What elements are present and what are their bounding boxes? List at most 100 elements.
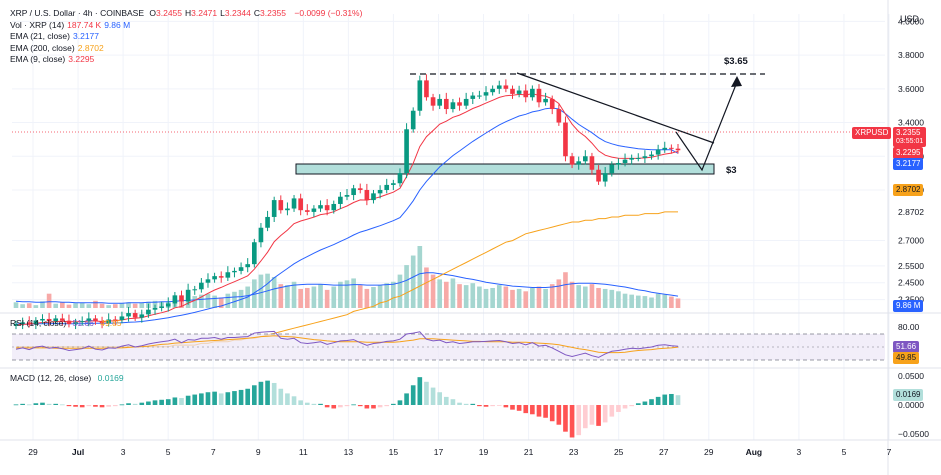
macd-bar <box>53 403 59 405</box>
price-badge: 3.2355 03:55:01 <box>893 127 927 147</box>
macd-bar <box>510 405 515 410</box>
macd-bar <box>73 405 78 407</box>
indicator-row: EMA (200, close) 2.8702 <box>10 43 365 55</box>
candlesticks <box>13 74 681 330</box>
time-tick: 7 <box>211 447 216 457</box>
candle-body <box>642 156 648 158</box>
macd-bar <box>629 405 634 407</box>
volume-bar <box>73 303 78 308</box>
macd-bar <box>463 403 469 405</box>
volume-bar <box>33 305 39 308</box>
volume-bar <box>318 284 323 308</box>
legend-symbol-row: XRP / U.S. Dollar · 4h · COINBASE O3.245… <box>10 8 365 20</box>
macd-bar <box>179 398 184 405</box>
volume-bar <box>516 288 522 308</box>
volume-bar <box>258 274 264 308</box>
macd-bar <box>40 402 45 405</box>
macd-bar <box>112 405 118 407</box>
volume-bar <box>205 293 211 308</box>
chart-legend: XRP / U.S. Dollar · 4h · COINBASE O3.245… <box>10 8 365 66</box>
candle-body <box>569 156 575 165</box>
candle-body <box>159 306 164 308</box>
candle-body <box>132 313 138 318</box>
volume-bar <box>60 302 65 308</box>
time-tick: 23 <box>569 447 579 457</box>
indicator-value: 3.2177 <box>73 31 99 42</box>
macd-bar <box>384 405 390 407</box>
candle-body <box>205 279 211 283</box>
candle-body <box>523 90 529 98</box>
chart-grid <box>12 14 890 440</box>
macd-bar <box>26 404 32 406</box>
volume-bar <box>311 286 317 308</box>
indicator-value: 3.2295 <box>68 54 95 65</box>
candle-body <box>225 272 231 278</box>
candle-body <box>543 98 548 103</box>
macd-bar <box>146 401 151 405</box>
candle-body <box>179 295 184 302</box>
macd-bar <box>457 402 462 405</box>
volume-bar <box>430 274 436 308</box>
candle-body <box>410 110 416 130</box>
macd-bar <box>285 393 290 405</box>
price-tick: 2.8702 <box>898 207 924 217</box>
volume-bar <box>377 285 383 308</box>
candle-body <box>139 314 145 318</box>
candle-body <box>470 95 476 99</box>
candle-body <box>596 169 601 182</box>
macd-bar <box>490 405 495 407</box>
macd-bar <box>258 381 264 405</box>
current-price: 3.2355 <box>896 128 921 137</box>
macd-bar <box>576 405 582 436</box>
candle-body <box>311 208 317 212</box>
candle-body <box>199 282 204 290</box>
candle-body <box>530 88 535 98</box>
volume-bar <box>66 304 72 308</box>
candle-body <box>503 85 509 89</box>
volume-bar <box>86 304 92 308</box>
rsi-ma-badge: 49.85 <box>893 352 920 364</box>
volume-bar <box>583 286 588 308</box>
volume-bar <box>53 303 59 308</box>
macd-bar <box>66 405 72 407</box>
volume-bar <box>649 297 654 308</box>
macd-bar <box>86 405 92 407</box>
time-tick: 5 <box>166 447 171 457</box>
macd-value: 0.0169 <box>97 373 124 383</box>
rsi-tick: 80.00 <box>898 322 920 332</box>
volume-bar <box>662 294 668 308</box>
volume-bar <box>391 281 396 308</box>
volume-bar <box>450 278 456 308</box>
symbol-name: XRP / U.S. Dollar · 4h · COINBASE <box>10 8 144 18</box>
macd-bar <box>569 405 575 438</box>
candle-body <box>212 276 217 280</box>
time-tick: Aug <box>746 447 763 457</box>
macd-bar <box>364 405 370 409</box>
time-tick: 25 <box>614 447 624 457</box>
support-zone <box>295 163 715 175</box>
macd-bar <box>291 396 297 405</box>
macd-bar <box>139 402 145 405</box>
candle-body <box>26 322 32 325</box>
volume-bar <box>20 304 25 308</box>
volume-bar <box>549 284 555 308</box>
macd-bar <box>126 403 131 405</box>
ohlc-l: L3.2344 <box>220 8 251 18</box>
macd-bar <box>99 405 105 408</box>
candle-body <box>99 321 105 324</box>
macd-bar <box>20 403 25 405</box>
macd-bar <box>669 393 674 405</box>
candle-body <box>271 200 277 217</box>
macd-bar <box>212 391 217 405</box>
candle-body <box>304 210 310 212</box>
macd-bar <box>238 389 244 405</box>
rsi-ma-line <box>16 335 679 354</box>
ohlc-o: O3.2455 <box>149 8 182 18</box>
time-tick: Jul <box>72 447 84 457</box>
indicator-row: Vol · XRP (14) 187.74 K 9.86 M <box>10 20 365 32</box>
candle-body <box>106 319 111 324</box>
macd-bar <box>218 393 224 405</box>
projection-path <box>675 81 738 172</box>
macd-bar <box>417 377 423 405</box>
